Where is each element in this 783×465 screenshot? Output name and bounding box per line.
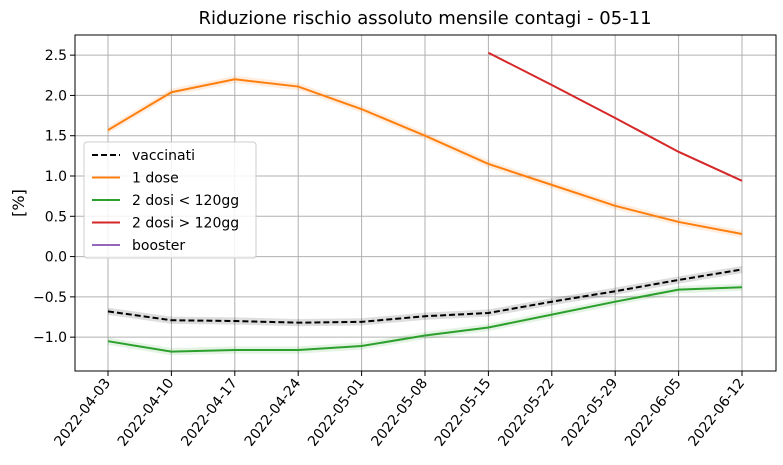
- y-axis-label: [%]: [9, 189, 28, 217]
- x-tick-label: 2022-04-03: [51, 376, 114, 450]
- y-tick-label: 1.0: [45, 169, 67, 185]
- chart-title: Riduzione rischio assoluto mensile conta…: [198, 8, 651, 29]
- y-tick-label: −0.5: [33, 290, 67, 306]
- y-ticks: −1.0 −0.5 0.0 0.5 1.0 1.5 2.0 2.5: [33, 48, 75, 346]
- legend-label: 2 dosi < 120gg: [132, 193, 239, 209]
- legend-label: 1 dose: [132, 171, 179, 187]
- y-tick-label: 0.5: [45, 209, 67, 225]
- y-tick-label: 1.5: [45, 129, 67, 145]
- legend-box: [83, 141, 257, 259]
- x-tick-label: 2022-05-08: [368, 376, 431, 450]
- legend-label: booster: [132, 238, 185, 254]
- x-tick-label: 2022-05-22: [495, 376, 558, 450]
- legend: vaccinati 1 dose 2 dosi < 120gg 2 dosi > 12…: [83, 141, 257, 259]
- legend-label: 2 dosi > 120gg: [132, 216, 239, 232]
- y-tick-label: −1.0: [33, 330, 67, 346]
- series-band: [108, 283, 742, 356]
- series-band: [108, 75, 742, 238]
- x-tick-label: 2022-05-01: [305, 376, 368, 450]
- x-tick-label: 2022-04-24: [242, 376, 305, 450]
- series-line: [107, 268, 743, 324]
- y-tick-label: 2.5: [45, 48, 67, 64]
- x-tick-label: 2022-04-10: [115, 376, 178, 450]
- series-line: [487, 51, 743, 182]
- x-tick-label: 2022-05-15: [432, 376, 495, 450]
- x-tick-label: 2022-05-29: [559, 376, 622, 450]
- x-ticks: 2022-04-03 2022-04-10 2022-04-17 2022-04-24…: [51, 371, 748, 450]
- y-tick-label: 0.0: [45, 250, 67, 266]
- y-tick-label: 2.0: [45, 88, 67, 104]
- series-line: [107, 78, 743, 236]
- series-line: [107, 286, 743, 353]
- legend-label: vaccinati: [132, 148, 195, 164]
- x-tick-label: 2022-06-05: [622, 376, 685, 450]
- series-lines: [107, 51, 743, 353]
- x-tick-label: 2022-04-17: [178, 376, 241, 450]
- x-tick-label: 2022-06-12: [685, 376, 748, 450]
